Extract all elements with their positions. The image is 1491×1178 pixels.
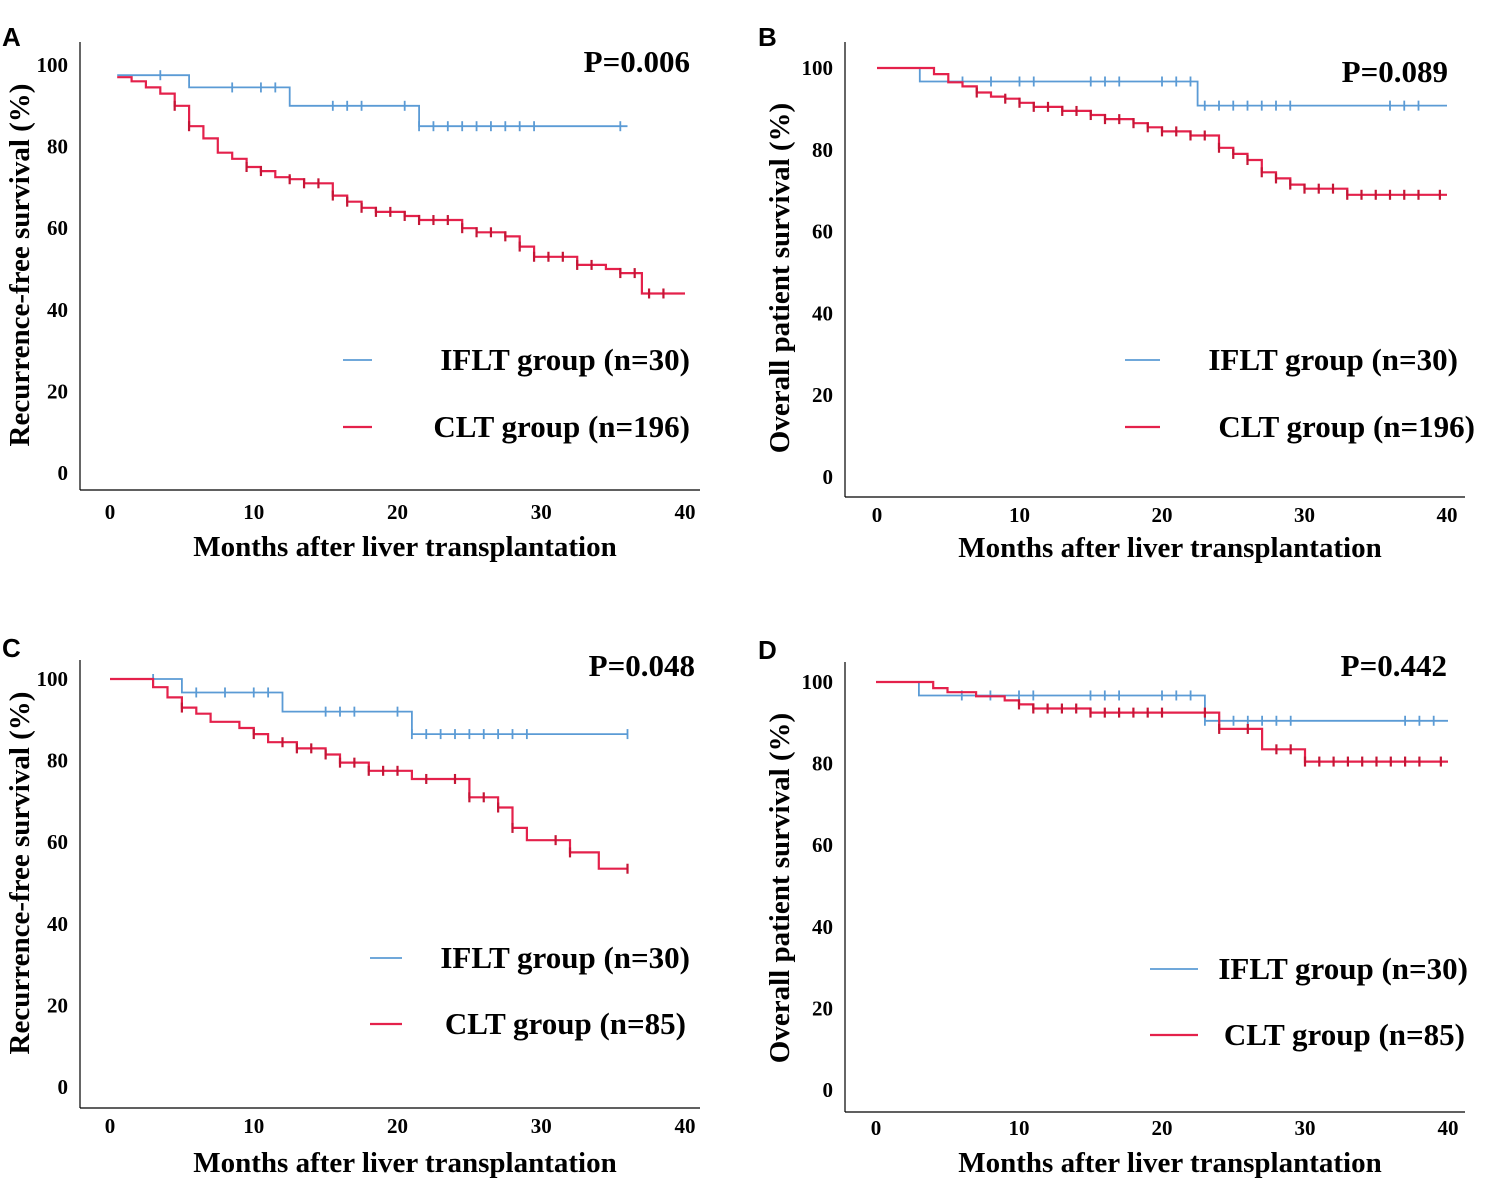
x-tick-label: 0 xyxy=(872,503,883,527)
y-tick-label: 0 xyxy=(823,465,834,489)
y-tick-label: 20 xyxy=(812,383,833,407)
x-tick-label: 40 xyxy=(675,500,696,524)
legend-label-clt: CLT group (n=85) xyxy=(1224,1017,1465,1052)
legend-label-iflt: IFLT group (n=30) xyxy=(1218,951,1468,986)
x-tick-label: 10 xyxy=(1009,503,1030,527)
legend-label-iflt: IFLT group (n=30) xyxy=(440,342,690,377)
y-axis-title: Overall patient survival (%) xyxy=(764,103,796,453)
y-tick-label: 80 xyxy=(812,138,833,162)
y-tick-label: 20 xyxy=(812,996,833,1020)
x-axis-title: Months after liver transplantation xyxy=(193,1147,616,1178)
x-tick-label: 20 xyxy=(1152,503,1173,527)
x-tick-label: 20 xyxy=(387,1114,408,1138)
legend-label-clt: CLT group (n=196) xyxy=(1218,409,1475,444)
y-axis-title: Recurrence-free survival (%) xyxy=(4,84,36,447)
y-tick-label: 40 xyxy=(47,912,68,936)
x-axis-title: Months after liver transplantation xyxy=(958,1147,1381,1178)
y-tick-label: 100 xyxy=(37,667,69,691)
p-value: P=0.442 xyxy=(1341,648,1447,683)
x-tick-label: 0 xyxy=(871,1116,882,1140)
panel-d: D 0 10 20 30 40 0 20 40 60 80 100 Months after liver… xyxy=(758,635,1468,1178)
y-tick-label: 40 xyxy=(812,301,833,325)
y-tick-label: 100 xyxy=(802,670,834,694)
legend-label-clt: CLT group (n=196) xyxy=(433,409,690,444)
y-tick-label: 60 xyxy=(812,833,833,857)
legend-label-iflt: IFLT group (n=30) xyxy=(440,940,690,975)
panel-label-d: D xyxy=(758,635,777,665)
km-curve-iflt xyxy=(117,74,628,128)
km-curve-clt xyxy=(117,76,685,295)
panel-c: C 0 10 20 30 40 0 20 40 60 80 100 Months after liver… xyxy=(2,633,700,1178)
y-tick-label: 20 xyxy=(47,993,68,1017)
x-tick-label: 30 xyxy=(1295,1116,1316,1140)
x-tick-label: 10 xyxy=(243,1114,264,1138)
km-curve-clt xyxy=(876,680,1448,763)
y-tick-label: 0 xyxy=(823,1078,834,1102)
x-tick-label: 30 xyxy=(1294,503,1315,527)
p-value: P=0.006 xyxy=(584,44,690,79)
x-tick-label: 40 xyxy=(1438,1116,1459,1140)
y-tick-label: 60 xyxy=(47,830,68,854)
y-tick-label: 80 xyxy=(47,749,68,773)
x-tick-label: 10 xyxy=(1009,1116,1030,1140)
y-tick-label: 100 xyxy=(802,56,834,80)
x-axis-title: Months after liver transplantation xyxy=(958,532,1381,564)
y-axis-title: Overall patient survival (%) xyxy=(764,713,796,1063)
y-tick-label: 40 xyxy=(812,915,833,939)
x-axis-title: Months after liver transplantation xyxy=(193,531,616,563)
p-value: P=0.048 xyxy=(589,648,695,683)
panel-b: B 0 10 20 30 40 0 20 40 60 80 100 Months after liver… xyxy=(758,22,1475,564)
x-tick-label: 40 xyxy=(1437,503,1458,527)
y-tick-label: 0 xyxy=(58,1075,69,1099)
panel-a: A 0 10 20 30 40 0 20 40 60 80 100 Months after liver… xyxy=(2,22,700,563)
legend-label-clt: CLT group (n=85) xyxy=(445,1006,686,1041)
panel-label-b: B xyxy=(758,22,777,52)
legend-label-iflt: IFLT group (n=30) xyxy=(1208,342,1458,377)
y-tick-label: 60 xyxy=(47,216,68,240)
y-tick-label: 0 xyxy=(58,461,69,485)
p-value: P=0.089 xyxy=(1342,54,1448,89)
x-tick-label: 20 xyxy=(387,500,408,524)
x-tick-label: 30 xyxy=(531,500,552,524)
y-tick-label: 60 xyxy=(812,220,833,244)
y-tick-label: 20 xyxy=(47,379,68,403)
y-tick-label: 40 xyxy=(47,298,68,322)
y-tick-label: 100 xyxy=(37,53,69,77)
x-tick-label: 40 xyxy=(675,1114,696,1138)
y-axis-title: Recurrence-free survival (%) xyxy=(4,692,36,1055)
panel-label-a: A xyxy=(2,22,21,52)
y-tick-label: 80 xyxy=(47,135,68,159)
x-tick-label: 0 xyxy=(105,500,116,524)
x-tick-label: 10 xyxy=(243,500,264,524)
x-tick-label: 20 xyxy=(1152,1116,1173,1140)
x-tick-label: 0 xyxy=(105,1114,116,1138)
panel-label-c: C xyxy=(2,633,21,663)
y-tick-label: 80 xyxy=(812,752,833,776)
x-tick-label: 30 xyxy=(531,1114,552,1138)
